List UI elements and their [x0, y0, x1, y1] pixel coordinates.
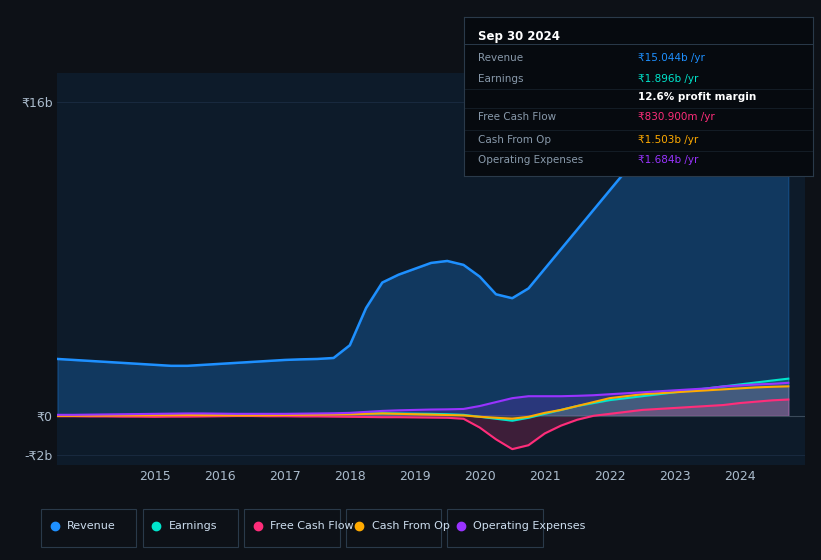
Text: Earnings: Earnings — [478, 74, 523, 84]
Text: Free Cash Flow: Free Cash Flow — [270, 521, 354, 531]
FancyBboxPatch shape — [41, 508, 136, 547]
Text: Sep 30 2024: Sep 30 2024 — [478, 30, 560, 43]
Text: Revenue: Revenue — [478, 53, 523, 63]
Text: ₹1.684b /yr: ₹1.684b /yr — [639, 156, 699, 165]
FancyBboxPatch shape — [447, 508, 543, 547]
Text: Operating Expenses: Operating Expenses — [478, 156, 583, 165]
Text: ₹15.044b /yr: ₹15.044b /yr — [639, 53, 705, 63]
Text: ₹830.900m /yr: ₹830.900m /yr — [639, 113, 715, 122]
Text: ₹1.896b /yr: ₹1.896b /yr — [639, 74, 699, 84]
FancyBboxPatch shape — [346, 508, 442, 547]
Text: Cash From Op: Cash From Op — [372, 521, 450, 531]
Text: Free Cash Flow: Free Cash Flow — [478, 113, 556, 122]
Text: Earnings: Earnings — [168, 521, 217, 531]
Text: Cash From Op: Cash From Op — [478, 135, 551, 144]
Text: Revenue: Revenue — [67, 521, 116, 531]
Text: ₹1.503b /yr: ₹1.503b /yr — [639, 135, 699, 144]
FancyBboxPatch shape — [245, 508, 340, 547]
FancyBboxPatch shape — [143, 508, 238, 547]
Text: Operating Expenses: Operating Expenses — [474, 521, 585, 531]
Text: 12.6% profit margin: 12.6% profit margin — [639, 92, 757, 101]
